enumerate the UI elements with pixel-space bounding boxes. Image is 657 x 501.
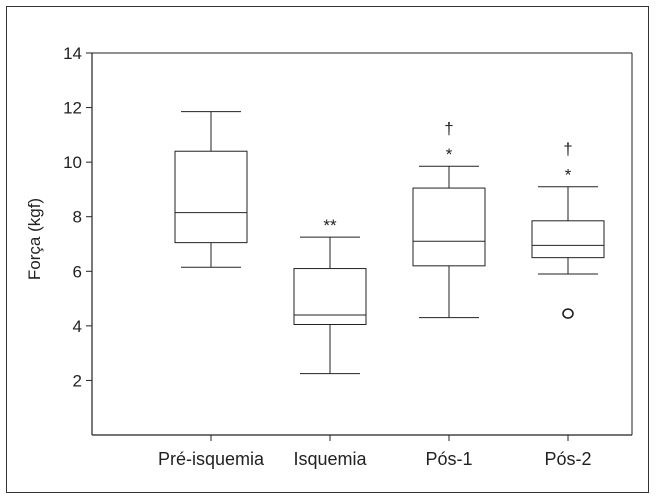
box-4 [531, 186, 605, 319]
significance-annotation: ** [323, 216, 337, 235]
y-tick-label: 6 [73, 262, 82, 281]
y-tick-label: 12 [63, 99, 82, 118]
significance-annotation: † [563, 140, 572, 159]
x-category-label: Pré-isquemia [158, 449, 265, 469]
iqr-box [531, 220, 605, 259]
y-tick-label: 14 [63, 44, 82, 63]
iqr-box [412, 187, 486, 267]
outlier-point [562, 308, 574, 319]
box-1 [174, 111, 248, 268]
iqr-box [174, 150, 248, 244]
axes [86, 52, 633, 441]
y-axis-title: Força (kgf) [25, 198, 44, 280]
significance-annotation: * [446, 145, 453, 164]
box-3 [412, 165, 486, 319]
x-category-label: Pós-1 [425, 449, 472, 469]
y-tick-label: 10 [63, 153, 82, 172]
box-2 [293, 236, 367, 375]
y-tick-label: 4 [73, 317, 82, 336]
iqr-box [293, 268, 367, 325]
boxes [174, 111, 605, 375]
x-category-label: Isquemia [293, 449, 367, 469]
labels: 2 4 6 8 10 12 14 Pré-isquemia ** Isquemia * † Pós-1 *… [63, 44, 591, 469]
significance-annotation: † [444, 119, 453, 138]
y-tick-label: 8 [73, 208, 82, 227]
x-category-label: Pós-2 [544, 449, 591, 469]
y-tick-label: 2 [73, 371, 82, 390]
significance-annotation: * [565, 166, 572, 185]
